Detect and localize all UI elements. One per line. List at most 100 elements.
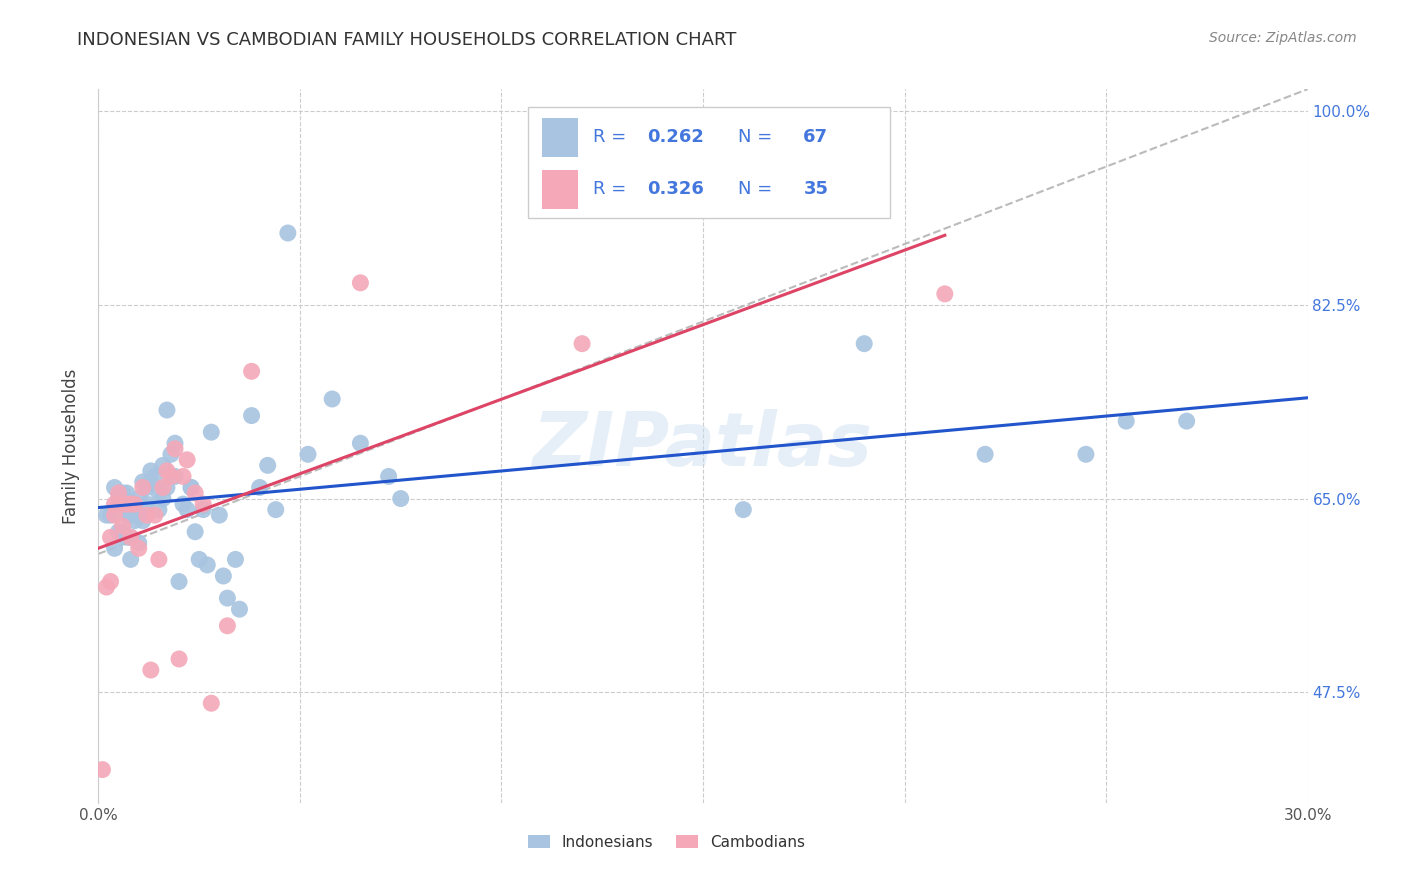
Point: [148, 502, 170, 516]
Point: [1175, 414, 1198, 428]
Legend: Indonesians, Cambodians: Indonesians, Cambodians: [522, 829, 811, 855]
Point: [240, 409, 263, 423]
Point: [160, 447, 183, 461]
Point: [167, 574, 190, 589]
Point: [139, 475, 162, 489]
Point: [111, 497, 134, 511]
Point: [143, 508, 166, 523]
Point: [120, 508, 142, 523]
Point: [240, 364, 263, 378]
Text: ZIPatlas: ZIPatlas: [533, 409, 873, 483]
Point: [193, 497, 215, 511]
Point: [389, 491, 412, 506]
Point: [128, 541, 150, 556]
Point: [172, 497, 194, 511]
Point: [180, 481, 202, 495]
Point: [139, 464, 162, 478]
Point: [160, 469, 183, 483]
Point: [167, 652, 190, 666]
Point: [120, 552, 142, 566]
Point: [115, 508, 138, 523]
Point: [143, 469, 166, 483]
Point: [974, 447, 997, 461]
Point: [1115, 414, 1137, 428]
Point: [107, 524, 129, 539]
Point: [103, 497, 125, 511]
Point: [100, 574, 122, 589]
Point: [100, 530, 122, 544]
Point: [377, 469, 399, 483]
Point: [180, 481, 202, 495]
Point: [249, 481, 271, 495]
Point: [176, 502, 198, 516]
Point: [96, 580, 118, 594]
Point: [135, 497, 157, 511]
Point: [139, 663, 162, 677]
Point: [128, 508, 150, 523]
Point: [349, 276, 371, 290]
Text: INDONESIAN VS CAMBODIAN FAMILY HOUSEHOLDS CORRELATION CHART: INDONESIAN VS CAMBODIAN FAMILY HOUSEHOLD…: [77, 31, 737, 49]
Point: [264, 502, 287, 516]
Point: [111, 497, 134, 511]
Point: [297, 447, 319, 461]
Point: [156, 464, 179, 478]
Point: [193, 502, 215, 516]
Point: [321, 392, 343, 406]
Point: [853, 336, 876, 351]
Point: [733, 502, 755, 516]
Point: [115, 530, 138, 544]
Point: [111, 524, 134, 539]
Y-axis label: Family Households: Family Households: [62, 368, 80, 524]
Point: [224, 552, 246, 566]
Text: Source: ZipAtlas.com: Source: ZipAtlas.com: [1209, 31, 1357, 45]
Point: [172, 469, 194, 483]
Point: [148, 552, 170, 566]
Point: [148, 486, 170, 500]
Point: [107, 497, 129, 511]
Point: [115, 486, 138, 500]
Point: [124, 514, 146, 528]
Point: [152, 481, 174, 495]
Point: [195, 558, 218, 572]
Point: [184, 486, 207, 500]
Point: [349, 436, 371, 450]
Point: [163, 469, 186, 483]
Point: [128, 536, 150, 550]
Point: [103, 508, 125, 523]
Point: [208, 508, 231, 523]
Point: [217, 619, 239, 633]
Point: [120, 530, 142, 544]
Point: [111, 519, 134, 533]
Point: [163, 436, 186, 450]
Point: [115, 497, 138, 511]
Point: [184, 524, 207, 539]
Point: [132, 481, 155, 495]
Point: [156, 481, 179, 495]
Point: [132, 514, 155, 528]
Point: [107, 491, 129, 506]
Point: [124, 497, 146, 511]
Point: [217, 591, 239, 606]
Point: [132, 475, 155, 489]
Point: [256, 458, 278, 473]
Point: [100, 508, 122, 523]
Point: [120, 530, 142, 544]
Point: [571, 336, 593, 351]
Point: [277, 226, 299, 240]
Point: [96, 508, 118, 523]
Point: [163, 442, 186, 456]
Point: [111, 486, 134, 500]
Point: [934, 286, 956, 301]
Point: [103, 541, 125, 556]
Point: [120, 497, 142, 511]
Point: [188, 552, 211, 566]
Point: [103, 481, 125, 495]
Point: [135, 481, 157, 495]
Point: [152, 458, 174, 473]
Point: [200, 696, 222, 710]
Point: [128, 491, 150, 506]
Point: [156, 403, 179, 417]
Point: [91, 763, 114, 777]
Point: [107, 486, 129, 500]
Point: [228, 602, 250, 616]
